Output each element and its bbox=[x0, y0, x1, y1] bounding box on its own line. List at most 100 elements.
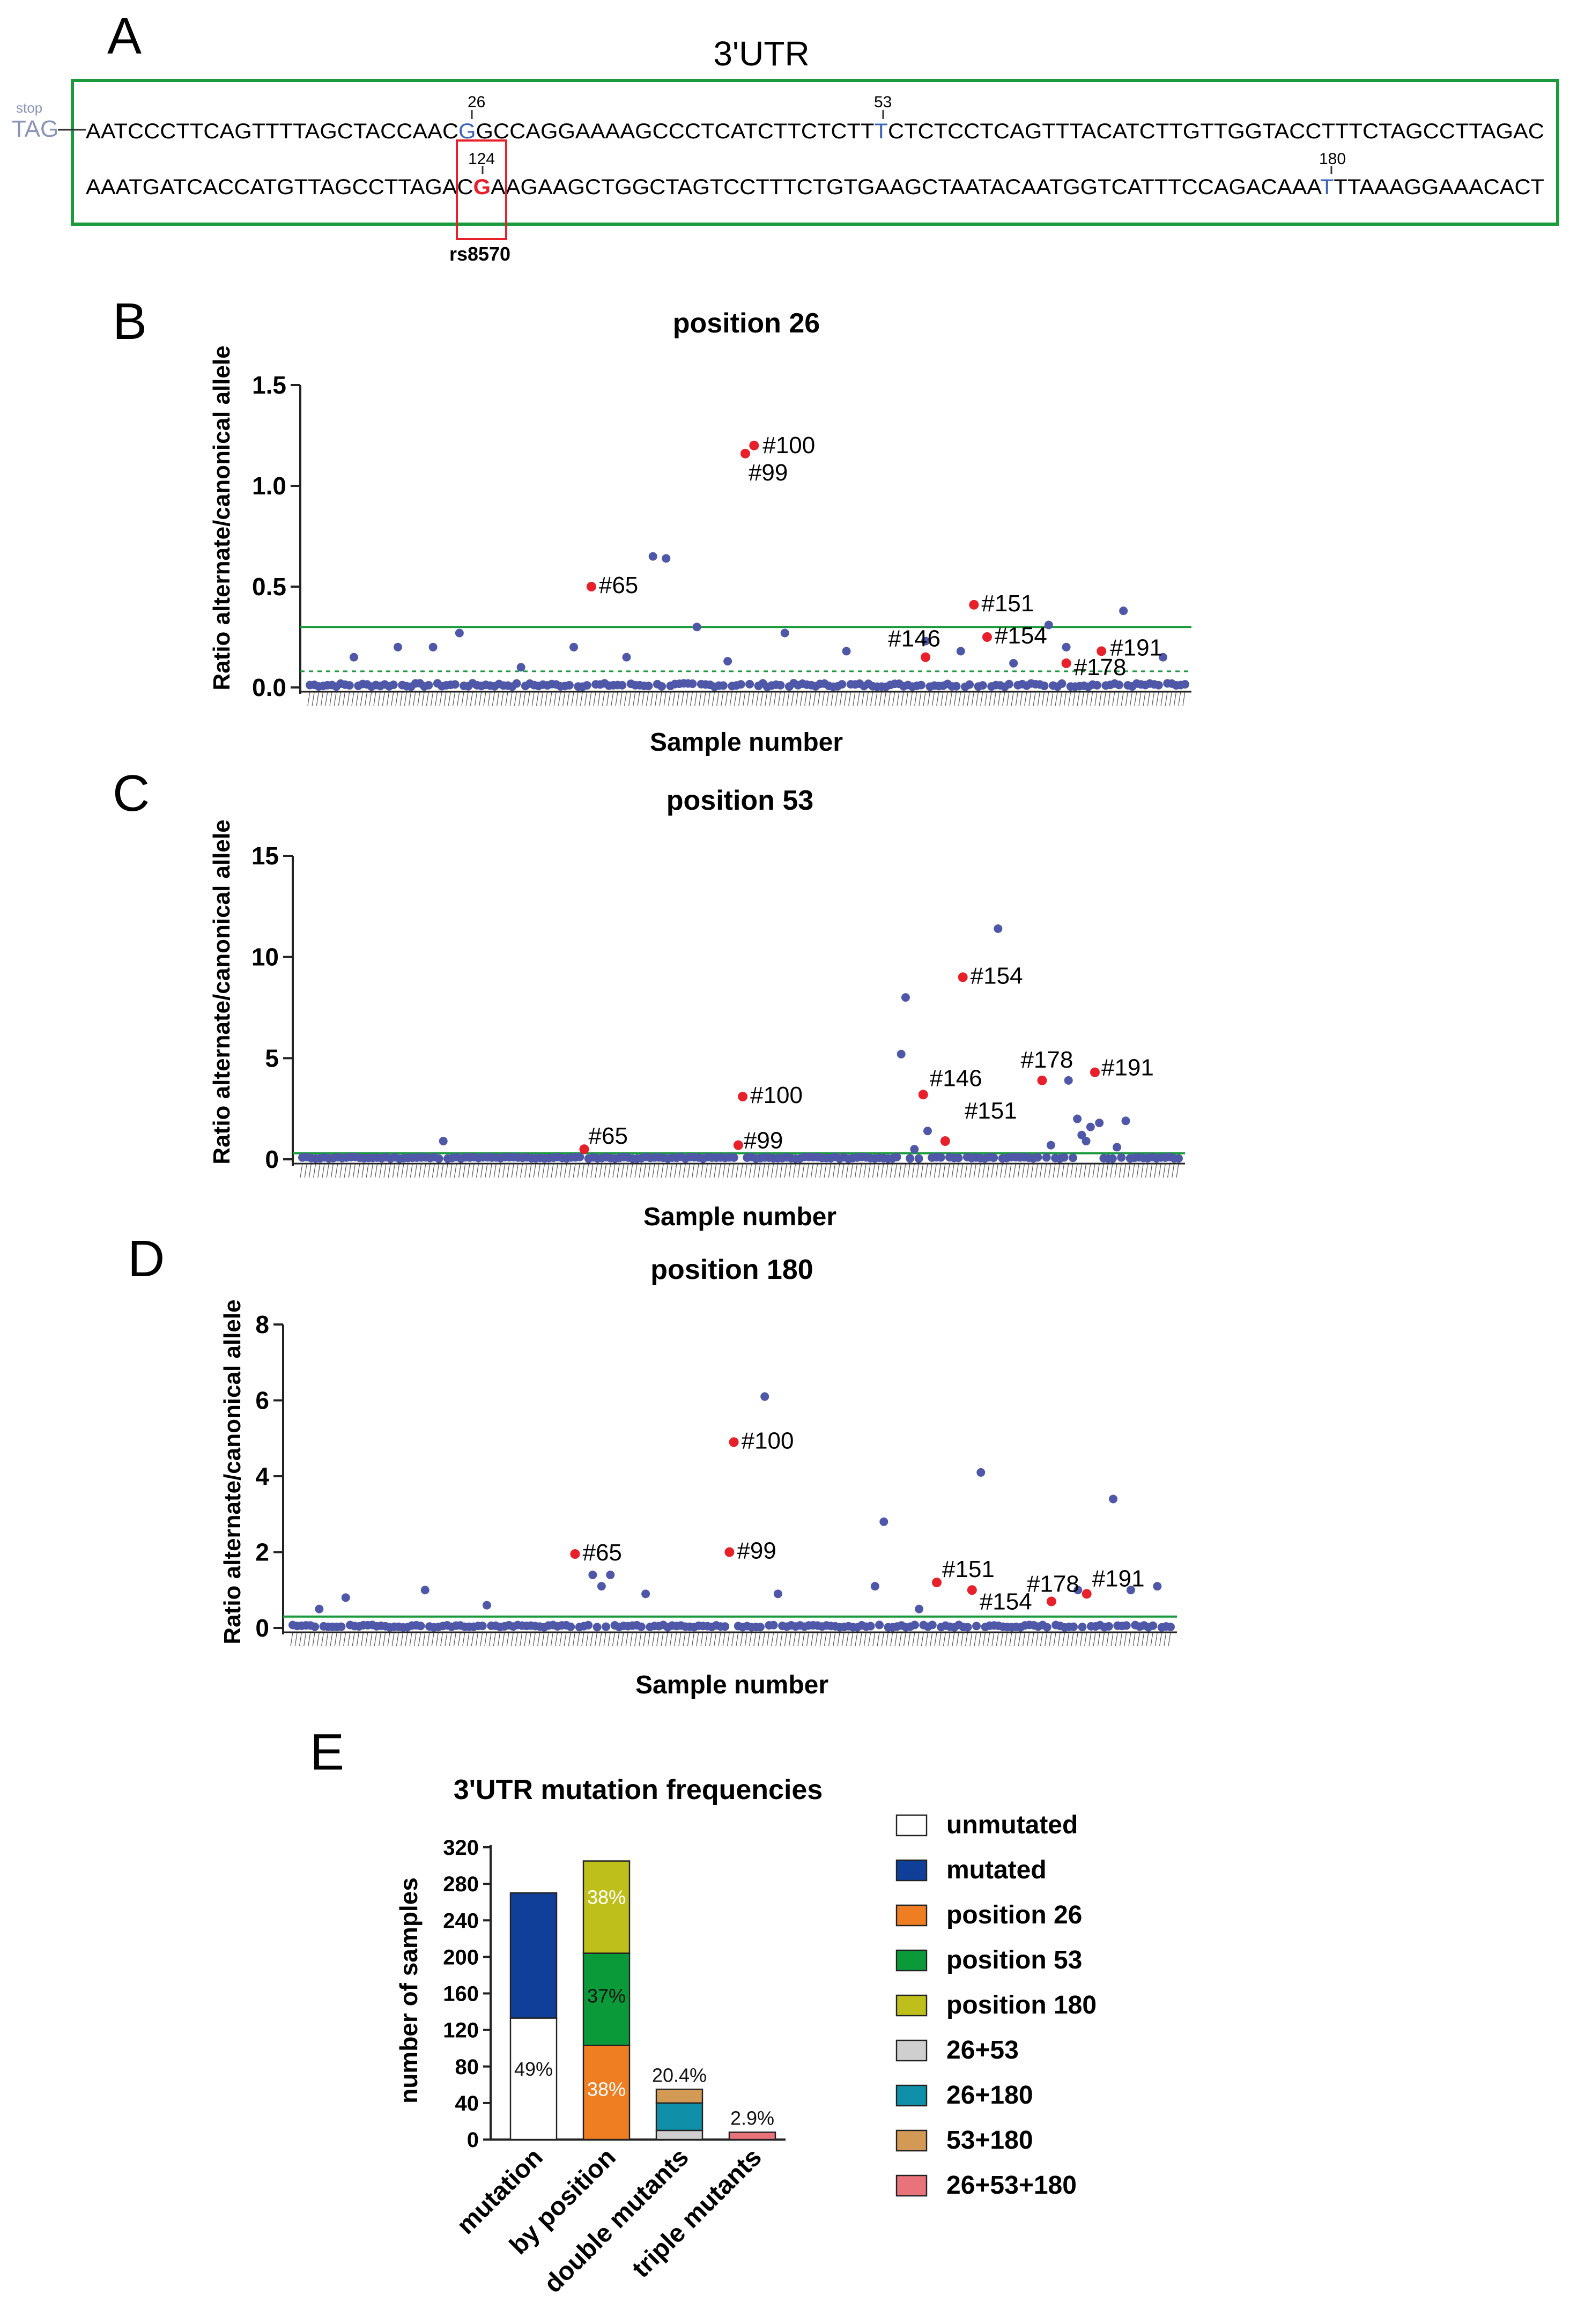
x-tick bbox=[668, 691, 671, 706]
x-tick bbox=[908, 1632, 911, 1647]
x-tick bbox=[804, 691, 808, 706]
data-point bbox=[597, 1582, 606, 1591]
data-point bbox=[956, 647, 965, 656]
x-tick bbox=[934, 1163, 937, 1178]
x-tick bbox=[449, 1632, 452, 1647]
x-tick bbox=[802, 1163, 805, 1178]
x-tick bbox=[795, 691, 798, 706]
x-tick bbox=[643, 1163, 647, 1178]
x-tick bbox=[542, 1632, 545, 1647]
x-tick bbox=[892, 691, 895, 706]
x-tick bbox=[1097, 1163, 1100, 1178]
highlighted-point bbox=[749, 440, 759, 450]
x-tick bbox=[777, 691, 781, 706]
highlighted-point bbox=[724, 1547, 735, 1557]
x-tick bbox=[881, 1163, 884, 1178]
x-tick bbox=[619, 691, 623, 706]
chart-c-title: position 53 bbox=[666, 785, 813, 816]
data-point bbox=[897, 1049, 906, 1059]
data-point bbox=[1092, 680, 1101, 690]
x-tick bbox=[361, 1163, 365, 1178]
x-tick bbox=[740, 1632, 743, 1647]
x-tick bbox=[418, 1632, 421, 1647]
bar-segment bbox=[582, 1860, 631, 1954]
x-tick bbox=[1081, 691, 1084, 706]
x-tick bbox=[806, 1163, 809, 1178]
x-tick bbox=[714, 1163, 717, 1178]
x-tick bbox=[313, 1163, 316, 1178]
x-tick bbox=[524, 1632, 527, 1647]
x-tick bbox=[621, 1632, 624, 1647]
x-tick bbox=[685, 691, 688, 706]
x-tick bbox=[524, 1163, 528, 1178]
x-tick bbox=[655, 691, 658, 706]
x-tick bbox=[947, 1632, 951, 1647]
x-tick bbox=[502, 1632, 505, 1647]
seq1-after: CTCTCCTCAGTTTACATCTTGTTGGTACCTTTCTAGCCTT… bbox=[888, 120, 1544, 143]
data-point bbox=[310, 1622, 320, 1631]
bar-segment bbox=[728, 2131, 776, 2141]
x-tick bbox=[782, 691, 786, 706]
x-tick bbox=[962, 691, 966, 706]
x-tick bbox=[1004, 1163, 1008, 1178]
y-tick-label: 0 bbox=[265, 1145, 279, 1173]
x-tick bbox=[483, 691, 486, 706]
x-tick bbox=[843, 691, 847, 706]
pos53-label: 53 bbox=[874, 93, 892, 111]
y-tick-label: 240 bbox=[443, 1909, 479, 1933]
x-tick bbox=[441, 1163, 444, 1178]
y-tick-label: 0.5 bbox=[252, 573, 286, 601]
x-tick bbox=[859, 1632, 862, 1647]
x-tick bbox=[537, 1163, 540, 1178]
x-tick bbox=[973, 1163, 976, 1178]
data-point bbox=[1154, 680, 1163, 690]
x-tick bbox=[597, 691, 601, 706]
x-tick bbox=[603, 1163, 607, 1178]
x-tick bbox=[1053, 1163, 1056, 1178]
x-tick bbox=[648, 1163, 651, 1178]
x-tick bbox=[652, 1163, 655, 1178]
x-tick bbox=[938, 1632, 942, 1647]
x-tick bbox=[586, 1163, 589, 1178]
x-tick bbox=[630, 1632, 633, 1647]
x-tick bbox=[348, 1163, 351, 1178]
x-tick bbox=[1132, 1163, 1135, 1178]
x-tick bbox=[960, 1163, 964, 1178]
x-tick bbox=[940, 691, 944, 706]
x-tick bbox=[930, 1632, 933, 1647]
x-tick bbox=[881, 1632, 884, 1647]
x-tick bbox=[436, 1163, 440, 1178]
x-tick bbox=[584, 691, 588, 706]
point-label: #65 bbox=[599, 572, 638, 598]
x-tick bbox=[1090, 691, 1093, 706]
y-tick-label: 10 bbox=[251, 943, 279, 971]
data-point bbox=[914, 1154, 923, 1163]
x-tick bbox=[718, 1632, 721, 1647]
x-tick bbox=[577, 1163, 580, 1178]
x-tick bbox=[553, 691, 557, 706]
highlighted-point bbox=[932, 1578, 942, 1588]
x-tick bbox=[1015, 691, 1018, 706]
legend-swatch bbox=[895, 2039, 928, 2062]
data-point bbox=[1033, 1153, 1042, 1162]
x-tick bbox=[621, 1163, 625, 1178]
x-tick bbox=[590, 1632, 593, 1647]
x-tick bbox=[1068, 691, 1071, 706]
x-tick bbox=[1075, 1632, 1078, 1647]
x-tick bbox=[634, 1632, 638, 1647]
x-tick bbox=[1024, 691, 1027, 706]
x-tick bbox=[519, 691, 522, 706]
data-point bbox=[434, 1154, 443, 1163]
panel-label-a: A bbox=[107, 8, 142, 65]
x-tick bbox=[775, 1163, 779, 1178]
x-tick bbox=[875, 691, 878, 706]
x-tick bbox=[568, 1632, 571, 1647]
legend-label: position 180 bbox=[946, 1991, 1097, 2019]
x-tick bbox=[989, 691, 992, 706]
x-tick bbox=[356, 1632, 359, 1647]
x-tick bbox=[1088, 1163, 1091, 1178]
data-point bbox=[1095, 1119, 1104, 1128]
x-tick bbox=[299, 1632, 302, 1647]
x-tick bbox=[802, 1632, 805, 1647]
